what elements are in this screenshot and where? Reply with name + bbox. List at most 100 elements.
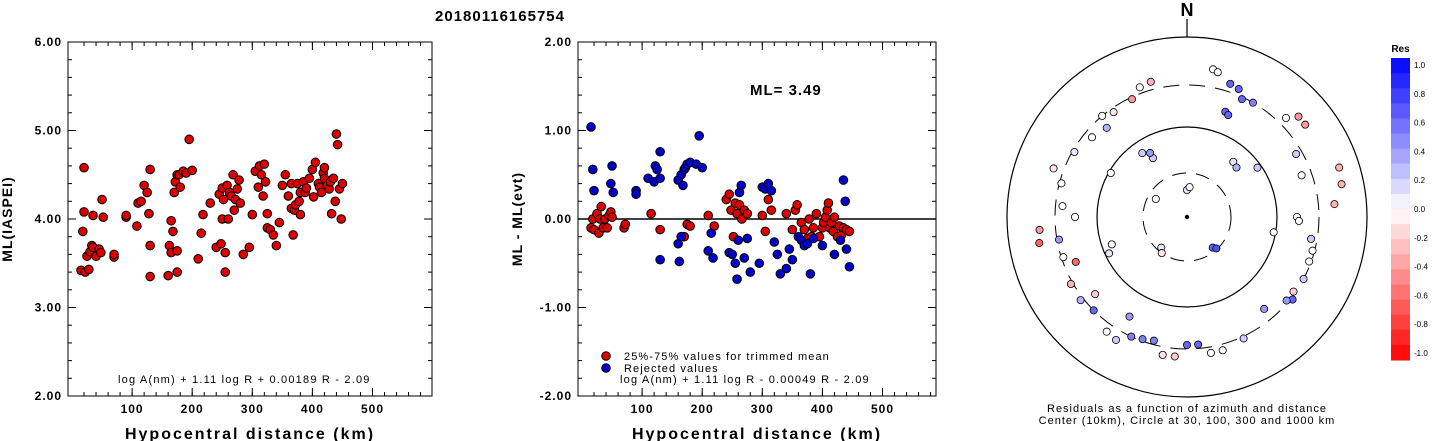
station-marker: [1151, 194, 1160, 203]
station-marker: [1125, 312, 1134, 321]
data-point: [332, 139, 343, 150]
trimmed-mean-point: [724, 189, 735, 200]
x-tick-label: 500: [871, 402, 894, 416]
trimmed-mean-point: [792, 200, 802, 210]
station-marker: [1112, 335, 1121, 344]
data-point: [326, 208, 337, 219]
station-marker: [1049, 164, 1058, 173]
polar-caption-line1: Residuals as a function of azimuth and d…: [1047, 403, 1327, 415]
station-marker: [1239, 334, 1248, 343]
rejected-point: [631, 189, 641, 200]
legend-label: Rejected values: [624, 363, 719, 375]
rejected-point: [676, 231, 686, 242]
colorbar-tick-label: -1.0: [1414, 349, 1428, 358]
station-marker: [1149, 336, 1158, 345]
station-marker: [1335, 163, 1344, 172]
colorbar-segment: [1391, 254, 1410, 270]
station-marker: [1297, 171, 1306, 180]
data-point: [220, 247, 231, 258]
rejected-point: [742, 233, 753, 244]
station-marker: [1135, 83, 1144, 92]
rejected-point: [766, 185, 777, 196]
rejected-point: [732, 274, 742, 284]
station-marker: [1232, 163, 1241, 172]
station-marker: [1106, 168, 1115, 177]
trimmed-mean-point: [757, 210, 768, 221]
station-marker: [1237, 95, 1246, 104]
data-point: [277, 180, 288, 191]
data-point: [136, 196, 146, 207]
circle-30km: [1142, 172, 1232, 262]
rejected-point: [703, 246, 714, 256]
station-marker: [1307, 234, 1316, 243]
colorbar-segment: [1391, 314, 1410, 331]
trimmed-mean-point: [703, 210, 714, 221]
rejected-point: [802, 238, 813, 249]
trimmed-mean-point: [602, 223, 613, 233]
station-marker: [1206, 348, 1215, 357]
station-marker: [1226, 79, 1235, 88]
data-point: [228, 169, 238, 180]
rejected-point: [608, 187, 619, 198]
data-point: [220, 267, 231, 277]
rejected-point: [835, 235, 846, 246]
data-point: [304, 173, 315, 184]
trimmed-mean-point: [811, 208, 822, 219]
rejected-point: [838, 175, 849, 185]
station-marker: [1289, 287, 1298, 296]
data-point: [169, 187, 179, 198]
x-tick-label: 300: [241, 402, 264, 416]
rejected-point: [817, 240, 828, 251]
data-point: [274, 217, 285, 228]
rejected-point: [607, 161, 617, 171]
data-point: [234, 175, 244, 185]
rejected-point: [678, 180, 688, 191]
colorbar-segment: [1391, 299, 1410, 316]
station-marker: [1070, 147, 1079, 156]
station-marker: [1294, 216, 1303, 225]
rejected-point: [784, 244, 795, 254]
rejected-point: [739, 253, 750, 263]
station-marker: [1330, 200, 1339, 209]
station-marker: [1128, 95, 1137, 104]
station-marker: [1337, 180, 1346, 189]
data-point: [145, 240, 155, 251]
colorbar-tick-label: 0.6: [1414, 119, 1426, 128]
legend-marker: [601, 363, 611, 373]
data-point: [310, 157, 321, 168]
rejected-point: [745, 267, 756, 277]
x-tick-label: 300: [751, 402, 774, 416]
rejected-point: [652, 164, 662, 175]
colorbar-tick-label: -0.4: [1414, 263, 1428, 272]
colorbar-tick-label: 1.0: [1414, 61, 1426, 70]
trimmed-mean-point: [804, 214, 814, 224]
colorbar-segment: [1391, 148, 1410, 165]
colorbar-tick-label: 0.0: [1414, 205, 1426, 214]
colorbar-segment: [1391, 239, 1410, 255]
data-point: [262, 208, 273, 219]
station-marker: [1299, 274, 1308, 283]
rejected-point: [708, 253, 718, 263]
data-point: [331, 129, 342, 139]
colorbar-title: Res: [1391, 44, 1410, 55]
trimmed-mean-point: [799, 224, 810, 235]
x-tick-label: 400: [301, 402, 324, 416]
mid-residual-plot: -2.00 -1.00 0.00 1.00 2.00 100 200 300 400 500 Hyp…: [509, 35, 937, 441]
data-point: [283, 191, 294, 201]
data-point: [229, 205, 240, 215]
data-point: [336, 214, 347, 224]
data-point: [288, 230, 298, 240]
trimmed-mean-point: [823, 198, 834, 208]
data-point: [187, 165, 197, 176]
trimmed-mean-point: [760, 226, 771, 237]
station-marker: [1109, 108, 1118, 117]
rejected-point: [808, 233, 819, 244]
colorbar-segment: [1391, 88, 1410, 104]
station-marker: [1213, 68, 1222, 77]
circle-300km: [1054, 84, 1320, 350]
colorbar-segment: [1391, 103, 1410, 119]
station-marker: [1308, 246, 1317, 255]
data-point: [144, 208, 154, 219]
data-point: [218, 194, 229, 205]
x-axis-label: Hypocentral distance (km): [632, 426, 882, 441]
